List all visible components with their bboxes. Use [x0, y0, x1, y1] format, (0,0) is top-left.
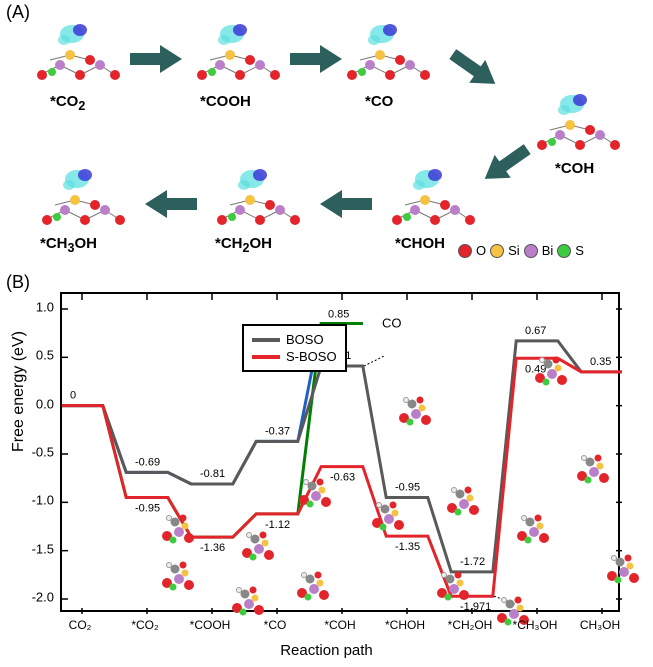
- y-tick: -1.0: [32, 493, 54, 508]
- panel-b-label: (B): [6, 272, 30, 293]
- legend-label: Bi: [542, 243, 554, 258]
- intermediate-structure: [512, 512, 554, 544]
- intermediate-structure: [292, 569, 334, 601]
- x-tick: *COH: [324, 618, 355, 632]
- x-tick: CO₂: [69, 618, 92, 632]
- legend-boso-label: BOSO: [286, 332, 324, 347]
- intermediate-structure: [227, 584, 269, 616]
- svg-text:-1.36: -1.36: [200, 542, 225, 554]
- x-tick: *CH₃OH: [513, 618, 558, 632]
- reaction-arrow: [290, 45, 342, 73]
- molecule-ch2oh: [210, 165, 300, 230]
- intermediate-structure: [157, 559, 199, 591]
- svg-text:-0.81: -0.81: [200, 468, 225, 480]
- molecule-cooh: [190, 20, 280, 85]
- legend-label: S: [575, 243, 584, 258]
- molecule-choh: [385, 165, 475, 230]
- legend-sboso-label: S-BOSO: [286, 349, 337, 364]
- y-tick: 1.0: [36, 300, 54, 315]
- svg-text:-1.72: -1.72: [460, 556, 485, 568]
- x-tick: CH₃OH: [580, 618, 620, 632]
- legend-swatch-si: [490, 244, 504, 258]
- svg-text:-0.37: -0.37: [265, 425, 290, 437]
- intermediate-structure: [530, 354, 572, 386]
- reaction-arrow: [130, 45, 182, 73]
- intermediate-structure: [367, 499, 409, 531]
- y-tick: -0.5: [32, 445, 54, 460]
- intermediate-structure: [237, 529, 279, 561]
- x-tick: *CH₂OH: [448, 618, 493, 632]
- svg-text:CO: CO: [382, 316, 402, 331]
- y-tick: -2.0: [32, 590, 54, 605]
- y-tick: -1.5: [32, 541, 54, 556]
- x-tick: *CHOH: [385, 618, 425, 632]
- svg-text:0.85: 0.85: [328, 309, 349, 321]
- legend-label: Si: [508, 243, 520, 258]
- svg-text:-1.35: -1.35: [395, 541, 420, 553]
- svg-text:0.35: 0.35: [590, 356, 611, 368]
- molecule-label: *CO2: [50, 93, 85, 113]
- x-axis-label: Reaction path: [0, 642, 653, 659]
- molecule-co2: [30, 20, 120, 85]
- legend-swatch-s: [557, 244, 571, 258]
- molecule-label: *CH2OH: [215, 235, 272, 255]
- y-tick: 0.0: [36, 396, 54, 411]
- svg-text:-1.971: -1.971: [460, 601, 491, 613]
- molecule-label: *CH3OH: [40, 235, 97, 255]
- svg-text:0: 0: [70, 390, 76, 402]
- svg-text:0.67: 0.67: [525, 325, 546, 337]
- intermediate-structure: [572, 452, 614, 484]
- molecule-ch3oh: [35, 165, 125, 230]
- svg-text:-0.69: -0.69: [135, 456, 160, 468]
- molecule-label: *CO: [365, 93, 393, 110]
- intermediate-structure: [394, 394, 436, 426]
- molecule-label: *CHOH: [395, 235, 445, 252]
- chart-legend: BOSO S-BOSO: [242, 324, 347, 372]
- molecule-co: [340, 20, 430, 85]
- y-axis-label: Free energy (eV): [10, 331, 28, 452]
- intermediate-structure: [432, 569, 474, 601]
- atom-legend: O Si Bi S: [458, 243, 584, 258]
- intermediate-structure: [157, 512, 199, 544]
- reaction-arrow: [320, 190, 372, 218]
- intermediate-structure: [294, 476, 336, 508]
- legend-sboso: S-BOSO: [252, 349, 337, 364]
- molecule-label: *COOH: [200, 93, 251, 110]
- molecule-coh: [530, 90, 620, 155]
- y-tick: 0.5: [36, 348, 54, 363]
- molecule-label: *COH: [555, 160, 594, 177]
- free-energy-chart: CO0-0.69-0.81-0.370.41-0.95-1.720.670.35…: [60, 292, 620, 612]
- legend-swatch-bi: [524, 244, 538, 258]
- reaction-arrow: [477, 138, 536, 191]
- intermediate-structure: [602, 552, 644, 584]
- reaction-arrow: [145, 190, 197, 218]
- legend-boso: BOSO: [252, 332, 337, 347]
- reaction-arrow: [445, 43, 504, 96]
- legend-label: O: [476, 243, 486, 258]
- panel-a: (A) *CO2 *COOH: [0, 0, 653, 272]
- x-tick: *CO₂: [131, 618, 158, 632]
- svg-text:-0.95: -0.95: [395, 482, 420, 494]
- x-tick: *CO: [264, 618, 287, 632]
- panel-b: (B) Free energy (eV) CO 0 -0.69 -0.81 -0.37 0…: [0, 272, 653, 667]
- panel-a-label: (A): [6, 2, 30, 23]
- intermediate-structure: [442, 484, 484, 516]
- legend-swatch-o: [458, 244, 472, 258]
- x-tick: *COOH: [190, 618, 231, 632]
